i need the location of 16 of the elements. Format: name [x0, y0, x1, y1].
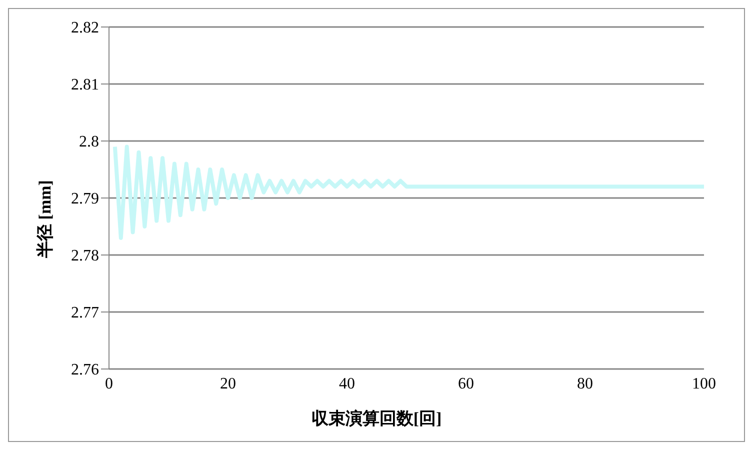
x-tick-label: 80 — [577, 375, 593, 392]
y-tick-label: 2.79 — [71, 190, 99, 208]
y-axis-title: 半径 [mm] — [34, 180, 56, 258]
y-tick-label: 2.78 — [71, 248, 99, 265]
y-tick-label: 2.81 — [71, 76, 99, 94]
y-tick-label: 2.77 — [71, 304, 99, 322]
x-tick-label: 0 — [105, 375, 113, 392]
x-tick-label: 40 — [339, 375, 355, 392]
line-series — [112, 144, 704, 240]
x-tick-label: 20 — [220, 375, 236, 392]
x-tick-label: 60 — [458, 375, 474, 392]
y-tick-label: 2.76 — [71, 362, 99, 379]
x-tick-label: 100 — [692, 375, 716, 392]
y-tick-label: 2.82 — [71, 20, 99, 37]
y-tick-label: 2.8 — [79, 134, 99, 151]
x-axis-title: 収束演算回数[回] — [310, 408, 443, 430]
